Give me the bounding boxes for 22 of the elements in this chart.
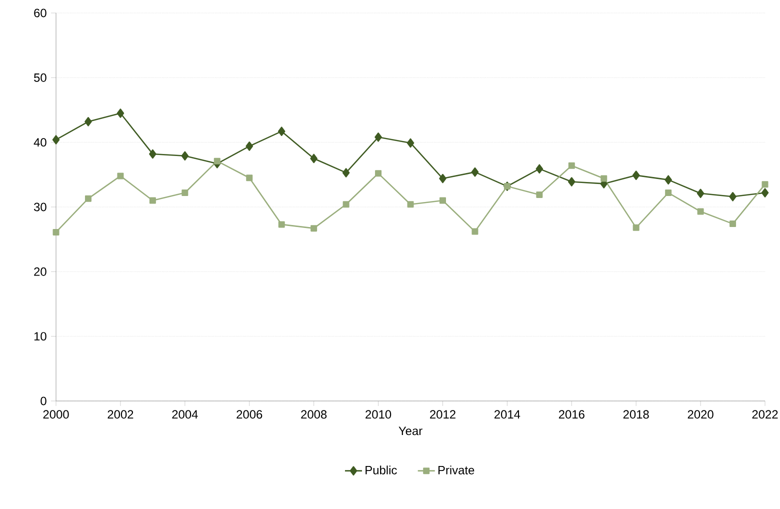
x-tick-label: 2018 — [623, 410, 649, 419]
x-tick-label: 2008 — [301, 410, 327, 419]
x-axis-title: Year — [398, 426, 422, 436]
y-tick-label: 20 — [34, 267, 46, 276]
x-tick-label: 2004 — [172, 410, 198, 419]
y-tick-label: 40 — [34, 138, 46, 147]
legend-label: Public — [366, 466, 397, 474]
x-tick-label: 2000 — [43, 410, 69, 419]
y-tick-label: 60 — [34, 8, 46, 18]
x-tick-label: 2012 — [430, 410, 456, 419]
y-tick-label: 30 — [34, 202, 46, 212]
x-tick-label: 2014 — [494, 410, 520, 419]
y-tick-label: 50 — [34, 73, 46, 82]
legend-label: Private — [438, 466, 474, 474]
y-tick-label: 0 — [40, 396, 46, 406]
x-tick-label: 2010 — [366, 410, 392, 419]
x-tick-label: 2002 — [108, 410, 134, 419]
y-tick-label: 10 — [34, 332, 46, 341]
x-tick-label: 2016 — [558, 410, 584, 419]
x-tick-label: 2006 — [236, 410, 262, 419]
x-tick-label: 2020 — [688, 410, 714, 419]
x-tick-label: 2022 — [752, 410, 778, 419]
